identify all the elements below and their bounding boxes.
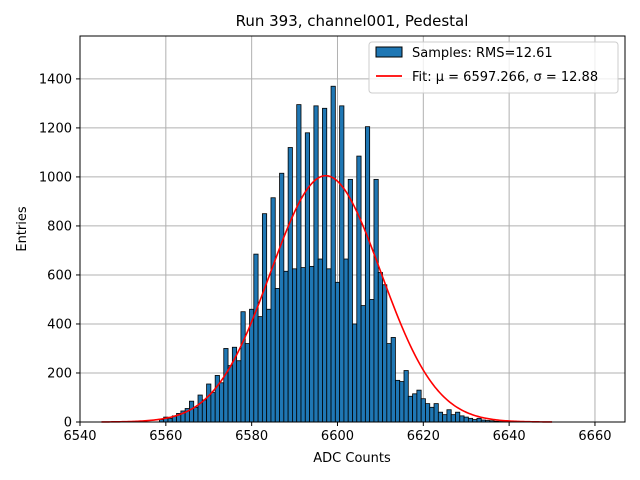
histogram-bar [429, 406, 435, 423]
histogram-bar [425, 403, 431, 423]
histogram-bar [356, 155, 362, 423]
legend-fit-label: Fit: μ = 6597.266, σ = 12.88 [412, 70, 598, 85]
histogram-bar [463, 416, 469, 423]
x-tick-label: 6540 [63, 429, 96, 444]
histogram-bar [219, 382, 225, 423]
x-axis-ticks: 6540 6560 6580 6600 6620 6640 6660 [63, 422, 612, 444]
grid-lines [79, 36, 625, 423]
histogram-bar [334, 281, 341, 423]
histogram-bar [476, 417, 482, 423]
histogram-bar [382, 284, 388, 423]
x-tick-label: 6620 [407, 429, 440, 444]
histogram-bar [352, 323, 358, 423]
plot-frame [79, 35, 626, 423]
histogram-bar [300, 267, 306, 423]
histogram-bar [309, 265, 315, 423]
histogram-bar [253, 253, 259, 423]
histogram-bar [206, 383, 212, 423]
chart-title: Run 393, channel001, Pedestal [236, 12, 469, 30]
y-tick-label: 400 [47, 317, 72, 332]
histogram-bar [360, 305, 366, 423]
y-tick-label: 600 [47, 268, 72, 283]
x-tick-label: 6600 [321, 429, 354, 444]
y-tick-label: 800 [47, 219, 72, 234]
y-tick-label: 1200 [39, 121, 72, 136]
histogram-bar [450, 414, 456, 423]
y-tick-label: 1000 [39, 170, 72, 185]
histogram-bar [283, 270, 289, 423]
histogram-bar [433, 403, 439, 423]
histogram-bar [304, 132, 310, 423]
y-tick-label: 1400 [39, 72, 72, 87]
histogram-bar [270, 197, 276, 423]
histogram-bar [274, 288, 280, 423]
histogram-bar [189, 400, 195, 423]
histogram-bar [227, 365, 233, 423]
histogram-bar [467, 417, 474, 423]
histogram-bar [214, 375, 220, 423]
histogram-bar [210, 392, 216, 423]
histogram-bar [201, 399, 207, 423]
histogram-bar [347, 178, 353, 423]
histogram-bar [292, 268, 298, 423]
histogram-bar [420, 398, 426, 423]
legend-samples-swatch [375, 46, 403, 58]
x-tick-label: 6640 [493, 429, 526, 444]
histogram-bar [377, 272, 383, 423]
histogram-bar [459, 415, 465, 423]
histogram-bar [326, 268, 332, 423]
y-tick-label: 0 [64, 416, 72, 431]
histogram-bar [266, 308, 272, 423]
histogram-bar [287, 147, 293, 423]
x-tick-label: 6560 [149, 429, 182, 444]
histogram-bar [313, 105, 319, 423]
histogram-bar [364, 126, 371, 423]
histogram-bar [407, 395, 413, 423]
histogram-bars [158, 85, 512, 423]
y-axis-ticks: 0 200 400 600 800 1000 1200 1400 [39, 72, 80, 431]
histogram-bar [386, 343, 392, 423]
x-axis-label: ADC Counts [313, 451, 391, 466]
histogram-bar [317, 258, 323, 423]
histogram-bar [223, 348, 229, 423]
gaussian-fit-line [101, 174, 553, 423]
histogram-bar [416, 389, 422, 423]
histogram-bar [240, 311, 246, 423]
histogram-bar [279, 172, 285, 423]
histogram-bar [455, 411, 461, 423]
histogram-bar [373, 178, 379, 423]
histogram-bar [395, 379, 401, 423]
legend: Samples: RMS=12.61 Fit: μ = 6597.266, σ … [368, 41, 619, 94]
histogram-bar [412, 393, 418, 423]
histogram-bar [390, 337, 396, 423]
histogram-bar [197, 394, 203, 423]
y-tick-label: 200 [47, 366, 72, 381]
histogram-bar [257, 316, 263, 423]
y-axis-label: Entries [15, 206, 30, 252]
histogram-bar [437, 411, 444, 423]
histogram-bar [399, 381, 405, 423]
histogram-bar [369, 299, 375, 423]
histogram-bar [167, 417, 173, 423]
histogram-bar [330, 85, 336, 423]
histogram-bar [339, 105, 345, 423]
histogram-bar [403, 370, 409, 423]
legend-samples-label: Samples: RMS=12.61 [412, 46, 553, 61]
histogram-bar [343, 258, 349, 423]
x-tick-label: 6660 [578, 429, 611, 444]
histogram-bar [244, 343, 250, 423]
histogram-bar [193, 406, 199, 423]
histogram-bar [322, 107, 328, 423]
histogram-bar [236, 360, 242, 423]
histogram-bar [442, 414, 448, 423]
legend-box [368, 41, 619, 94]
histogram-bar [296, 104, 302, 423]
x-tick-label: 6580 [235, 429, 268, 444]
histogram-bar [261, 213, 268, 423]
histogram-bar [446, 409, 452, 423]
